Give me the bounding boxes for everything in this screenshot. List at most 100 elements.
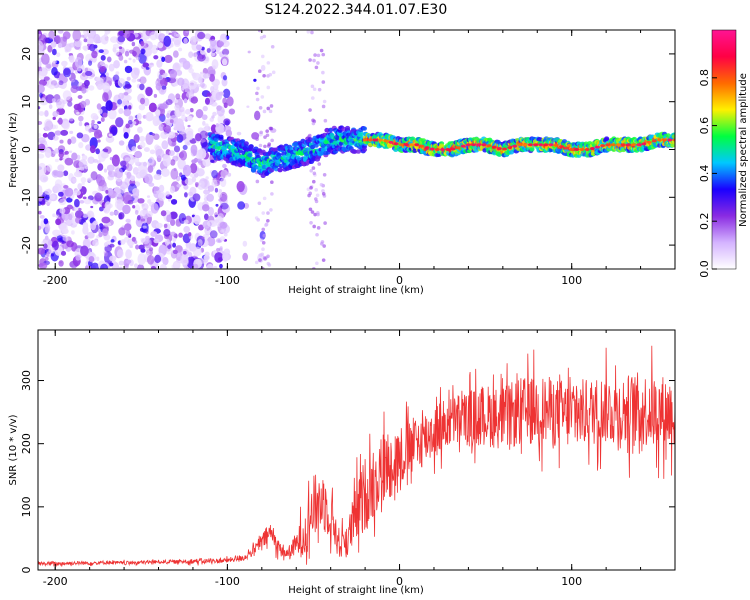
spectrogram-cell <box>61 228 69 235</box>
spectrogram-cell <box>183 37 188 45</box>
spectrogram-cell <box>153 133 160 141</box>
spectrogram-cell <box>179 150 188 161</box>
spectrogram-cell <box>68 213 73 221</box>
spectrogram-cell <box>63 170 69 177</box>
spectrogram-ridge-cell <box>558 145 564 149</box>
spectrogram-cell <box>43 218 49 225</box>
spectrogram-cell <box>82 222 89 230</box>
spectrogram-cell <box>266 218 270 223</box>
spectrogram-cell <box>204 228 208 233</box>
spectrogram-cell <box>159 103 168 110</box>
spectrogram-cell <box>270 138 274 143</box>
spectrogram-cell <box>172 50 179 58</box>
spectrogram-cell <box>41 53 50 65</box>
spectrogram-ridge-cell <box>595 145 601 149</box>
spectrogram-cell <box>128 57 132 61</box>
spectrogram-cell <box>218 134 224 140</box>
spectrogram-cell <box>191 159 198 164</box>
spectrogram-cell <box>137 113 142 120</box>
y-tick-label: 0 <box>20 146 33 153</box>
spectrogram-cell <box>138 120 142 125</box>
spectrogram-cell <box>217 47 221 51</box>
spectrogram-cell <box>118 227 126 236</box>
spectrogram-cell <box>89 145 96 154</box>
spectrogram-cell <box>51 98 56 103</box>
spectrogram-cell <box>308 108 312 112</box>
spectrogram-cell <box>146 195 151 198</box>
spectrogram-cell <box>254 260 259 265</box>
spectrogram-cell <box>265 133 270 138</box>
spectrogram-cell <box>102 92 109 102</box>
spectrogram-cell <box>76 111 80 115</box>
spectrogram-cell <box>153 238 160 244</box>
x-tick-label: 100 <box>561 575 582 588</box>
spectrogram-cell <box>263 257 267 261</box>
spectrogram-cell <box>51 169 60 178</box>
spectrogram-cell <box>145 66 150 70</box>
spectrogram-cell <box>257 30 262 33</box>
spectrogram-cell <box>188 67 194 74</box>
spectrogram-cell <box>81 87 87 94</box>
spectrogram-cell <box>262 73 266 78</box>
spectrogram-cell <box>177 77 185 86</box>
spectrogram-cell <box>75 254 81 261</box>
spectrogram-cell <box>162 124 171 133</box>
spectrogram-cell <box>98 108 103 115</box>
spectrogram-cell <box>665 133 671 138</box>
spectrogram-cell <box>172 237 177 242</box>
spectrogram-cell <box>123 91 129 96</box>
spectrogram-cell <box>48 104 53 110</box>
spectrogram-cell <box>38 106 41 110</box>
spectrogram-cell <box>78 115 84 122</box>
spectrogram-cell <box>277 167 283 173</box>
spectrogram-cell <box>110 239 115 243</box>
y-tick-label: 0 <box>20 567 33 574</box>
spectrogram-cell <box>142 225 147 229</box>
spectrogram-cell <box>169 69 178 79</box>
spectrogram-cell <box>202 73 211 79</box>
spectrogram-cell <box>88 128 92 133</box>
spectrogram-cell <box>248 144 254 149</box>
spectrogram-cell <box>130 175 136 182</box>
spectrogram-cell <box>52 229 61 237</box>
spectrogram-cell <box>177 158 186 170</box>
spectrogram-cell <box>321 189 325 193</box>
spectrogram-cell <box>312 171 317 176</box>
spectrogram-cell <box>159 185 164 189</box>
spectrogram-cell <box>267 142 272 147</box>
spectrogram-cell <box>262 196 267 201</box>
spectrogram-cell <box>85 70 93 76</box>
spectrogram-cell <box>160 210 167 217</box>
spectrogram-cell <box>132 188 140 196</box>
spectrogram-cell <box>90 122 95 127</box>
spectrogram-cell <box>309 168 314 173</box>
spectrogram-cell <box>113 210 120 215</box>
spectrogram-cell <box>218 41 225 47</box>
spectrogram-cell <box>306 30 311 34</box>
spectrogram-cell <box>64 150 69 155</box>
spectrogram-cell <box>151 44 158 54</box>
spectrogram-cell <box>87 156 95 164</box>
spectrogram-cell <box>321 258 326 262</box>
spectrogram-cell <box>259 130 263 135</box>
spectrogram-cell <box>159 263 167 269</box>
spectrogram-cell <box>166 214 172 223</box>
spectrogram-cell <box>163 223 168 228</box>
spectrogram-ridge-cell <box>507 146 513 150</box>
spectrogram-cell <box>261 247 265 252</box>
spectrogram-cell <box>184 178 194 186</box>
spectrogram-cell <box>144 173 153 185</box>
spectrogram-cell <box>119 160 127 167</box>
spectrogram-cell <box>132 58 136 63</box>
spectrogram-cell <box>203 213 209 221</box>
spectrogram-cell <box>187 191 194 196</box>
spectrogram-ridge-cell <box>651 139 657 143</box>
spectrogram-cell <box>62 99 68 105</box>
spectrogram-cell <box>38 200 42 207</box>
spectrogram-cell <box>70 136 77 144</box>
spectrogram-cell <box>188 80 197 90</box>
spectrogram-ridge-cell <box>383 139 389 143</box>
spectrogram-cell <box>262 34 267 39</box>
spectrogram-cell <box>104 201 112 211</box>
